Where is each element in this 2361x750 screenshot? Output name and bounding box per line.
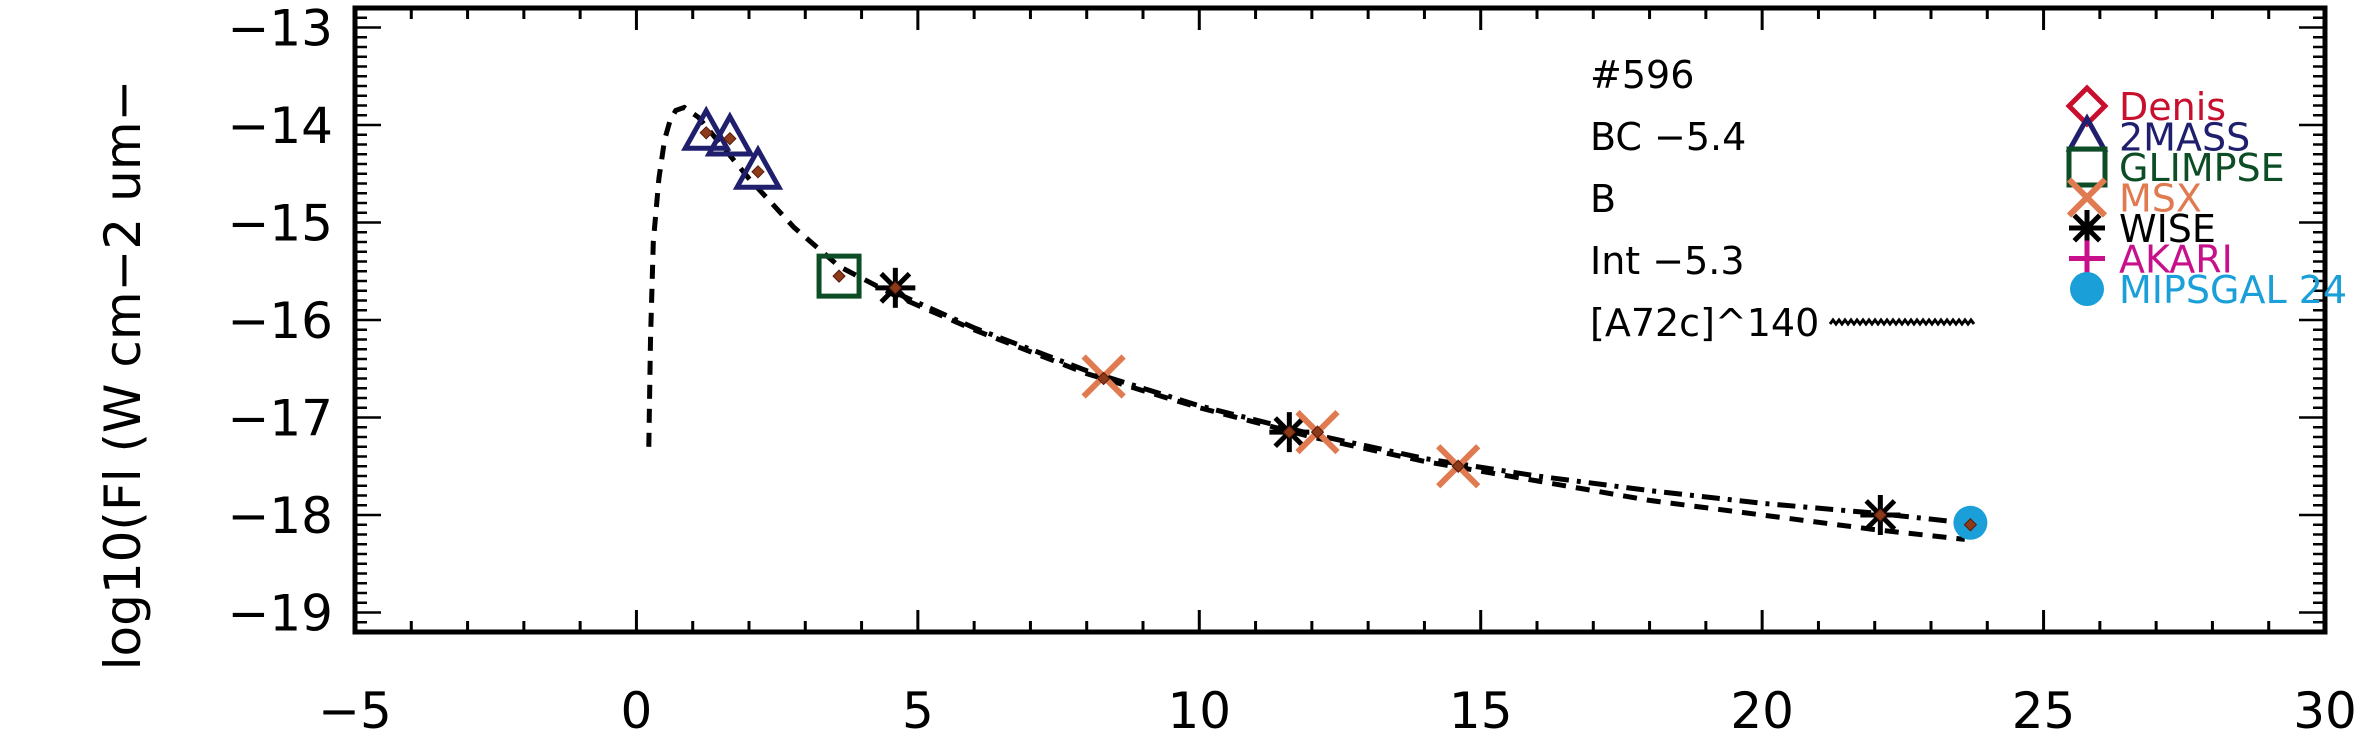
legend-marker-denis [2065, 84, 2109, 128]
model-points-point [832, 269, 846, 283]
annotation-line: [A72c]^140 [1590, 301, 1819, 345]
x-tick-labels: −5 0 5 10 15 20 25 30 [318, 682, 2357, 740]
y-axis-label: log10(Fl (W cm−2 um− [94, 80, 152, 671]
legend-label-akari: AKARI [2119, 238, 2233, 282]
annotation-line: BC −5.4 [1590, 115, 1746, 159]
legend-marker-2mass [2065, 113, 2109, 152]
x-tick-label: 15 [1449, 682, 1513, 740]
legend-marker-msx [2066, 177, 2108, 218]
x-tick-label: 10 [1167, 682, 1231, 740]
legend-marker-msx-stroke [2066, 177, 2108, 218]
model-curves [646, 104, 1966, 542]
x-tick-label: −5 [318, 682, 392, 740]
2mass-point [732, 144, 784, 190]
x-tick-label: 20 [1730, 682, 1794, 740]
model-points-point [1873, 508, 1888, 522]
2mass-point [681, 105, 732, 151]
model-points-point [1282, 425, 1297, 439]
x-tick-label: 0 [621, 682, 653, 740]
model-points-point [1096, 371, 1111, 386]
model-curve-dashed [646, 104, 1966, 542]
model-points-point [1310, 425, 1325, 439]
model-points-point [1451, 459, 1465, 473]
model-points-point [723, 131, 737, 146]
glimpse-point [816, 253, 862, 299]
y-tick-labels: −19 −18 −17 −16 −15 −14 −13 [227, 0, 333, 643]
y-tick-label: −19 [227, 585, 333, 643]
legend-marker-wise-stroke [2072, 213, 2102, 243]
model-points-point [751, 165, 765, 179]
legend-label-mipsgal-24: MIPSGAL 24 [2119, 268, 2347, 312]
annotation-line: #596 [1590, 53, 1694, 97]
axes-frame [352, 5, 2328, 635]
y-tick-label: −15 [227, 195, 333, 253]
legend-marker-glimpse [2066, 146, 2108, 188]
model-points-point [888, 281, 903, 295]
legend-label-2mass: 2MASS [2119, 116, 2250, 160]
y-tick-label: −17 [227, 390, 333, 448]
legend-label-glimpse: GLIMPSE [2119, 146, 2285, 190]
legend-marker-mipsgal-24 [2070, 272, 2104, 306]
legend-marker-akari [2069, 240, 2105, 277]
y-tick-label: −14 [227, 97, 333, 155]
legend-label-msx: MSX [2119, 177, 2202, 221]
annotations: #596 BC −5.4 B Int −5.3 [A72c]^140 [1590, 53, 1976, 345]
legend-label-denis: Denis [2119, 85, 2226, 129]
annotation-line: B [1590, 177, 1616, 221]
x-tick-label: 5 [902, 682, 934, 740]
model-points-point [699, 126, 713, 140]
x-tick-label: 25 [2012, 682, 2076, 740]
model-points-point [1963, 518, 1978, 532]
model-points [699, 126, 1978, 532]
legend-marker-wise [2069, 210, 2105, 246]
y-tick-label: −18 [227, 487, 333, 545]
y-tick-label: −13 [227, 0, 333, 58]
2mass-point [704, 111, 756, 157]
annotation-wavy-line [1828, 317, 1976, 327]
model-curve-dashdot [894, 290, 1966, 526]
annotation-line: Int −5.3 [1590, 239, 1745, 283]
y-tick-label: −16 [227, 292, 333, 350]
legend-label-wise: WISE [2119, 207, 2216, 251]
x-tick-label: 30 [2293, 682, 2357, 740]
